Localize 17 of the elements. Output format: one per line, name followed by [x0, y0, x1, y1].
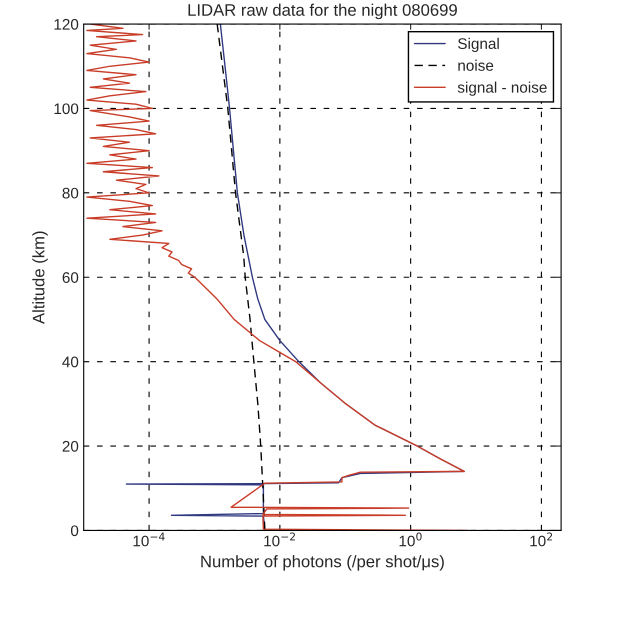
- y-tick-label: 60: [62, 272, 78, 283]
- x-tick-label: 10$^{−4}$: [134, 532, 165, 546]
- legend-label: signal - noise: [458, 82, 547, 96]
- y-tick-label: 0: [70, 525, 78, 536]
- chart-title: LIDAR raw data for the night 080699: [188, 4, 457, 20]
- x-tick-label: 10$^{2}$: [530, 532, 552, 546]
- x-axis-title: Number of photons (/per shot/μs): [201, 555, 444, 571]
- y-tick-label: 40: [62, 356, 78, 368]
- y-tick-label: 120: [54, 18, 78, 30]
- legend-label: noise: [458, 60, 494, 71]
- y-tick-label: 80: [62, 188, 78, 199]
- y-tick-label: 20: [62, 440, 78, 452]
- x-tick-label: 10$^{0}$: [400, 532, 422, 546]
- y-axis-title: Altitude (km): [32, 232, 48, 324]
- y-tick-label: 100: [54, 103, 78, 114]
- legend-label: Signal: [458, 38, 499, 52]
- x-tick-label: 10$^{−2}$: [264, 532, 295, 546]
